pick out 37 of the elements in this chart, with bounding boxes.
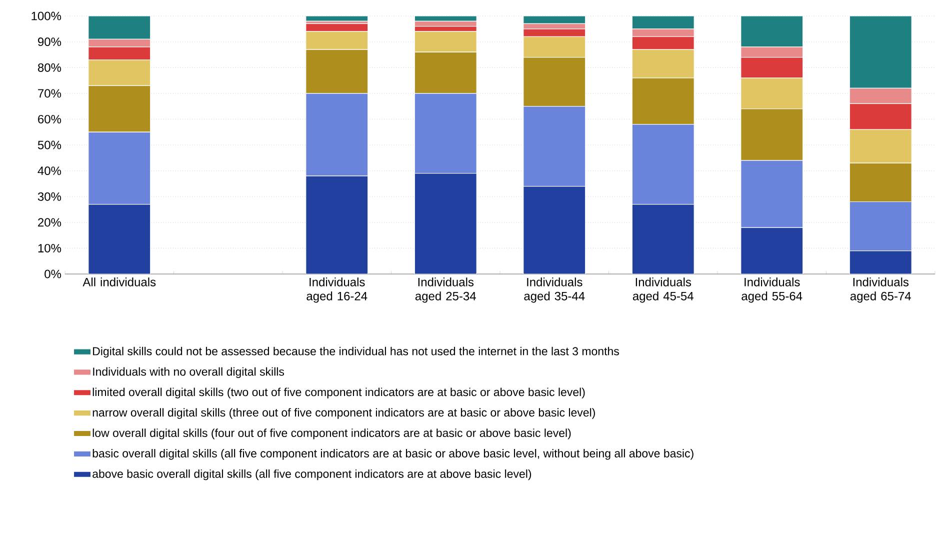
bar — [632, 204, 694, 274]
bar — [632, 16, 694, 30]
bar — [414, 173, 477, 274]
bar — [740, 227, 804, 274]
x-tick-label: Individuals aged 16-24 — [306, 278, 368, 303]
y-tick-label: 100% — [32, 12, 62, 20]
bar — [849, 250, 912, 274]
y-tick-label: 50% — [38, 140, 62, 150]
y-tick-label: 60% — [38, 114, 62, 124]
y-tick-label: 0% — [44, 270, 62, 278]
bar — [740, 16, 804, 48]
y-tick-label: 10% — [38, 244, 62, 252]
legend-label: above basic overall digital skills (all five component indicators are at above basic level) — [92, 469, 532, 480]
legend-label: limited overall digital skills (two out of five component indicators are at basic or above basic level) — [92, 388, 585, 398]
bar — [88, 16, 151, 40]
bar — [306, 176, 368, 274]
y-tick-label: 70% — [38, 89, 62, 98]
y-tick-label: 40% — [38, 166, 62, 176]
bar — [523, 186, 586, 274]
y-tick-label: 80% — [38, 63, 62, 72]
x-tick-label: All individuals — [82, 278, 156, 286]
legend-label: Digital skills could not be assessed because the individual has not used the internet in the last 3 months — [93, 346, 619, 358]
x-tick-label: Individuals aged 25-34 — [415, 278, 476, 303]
legend-label: Individuals with no overall digital skills — [93, 367, 284, 378]
y-tick-label: 30% — [38, 192, 62, 201]
bar — [849, 16, 912, 89]
y-tick-label: 20% — [38, 218, 62, 227]
y-tick-label: 90% — [38, 38, 62, 46]
x-tick-label: Individuals aged 45-54 — [632, 278, 694, 303]
legend-label: basic overall digital skills (all five component indicators are at basic or above basic level, without being all above basic) — [92, 449, 694, 460]
legend-label: narrow overall digital skills (three out of five component indicators are at basic or above basic level) — [92, 408, 595, 419]
x-tick-label: Individuals aged 35-44 — [524, 278, 585, 303]
x-tick-label: Individuals aged 55-64 — [742, 278, 802, 303]
legend-label: low overall digital skills (four out of five component indicators are at basic or above basic level) — [92, 428, 571, 440]
x-tick-label: Individuals aged 65-74 — [850, 278, 911, 303]
bar — [523, 16, 586, 24]
bar — [88, 204, 151, 274]
